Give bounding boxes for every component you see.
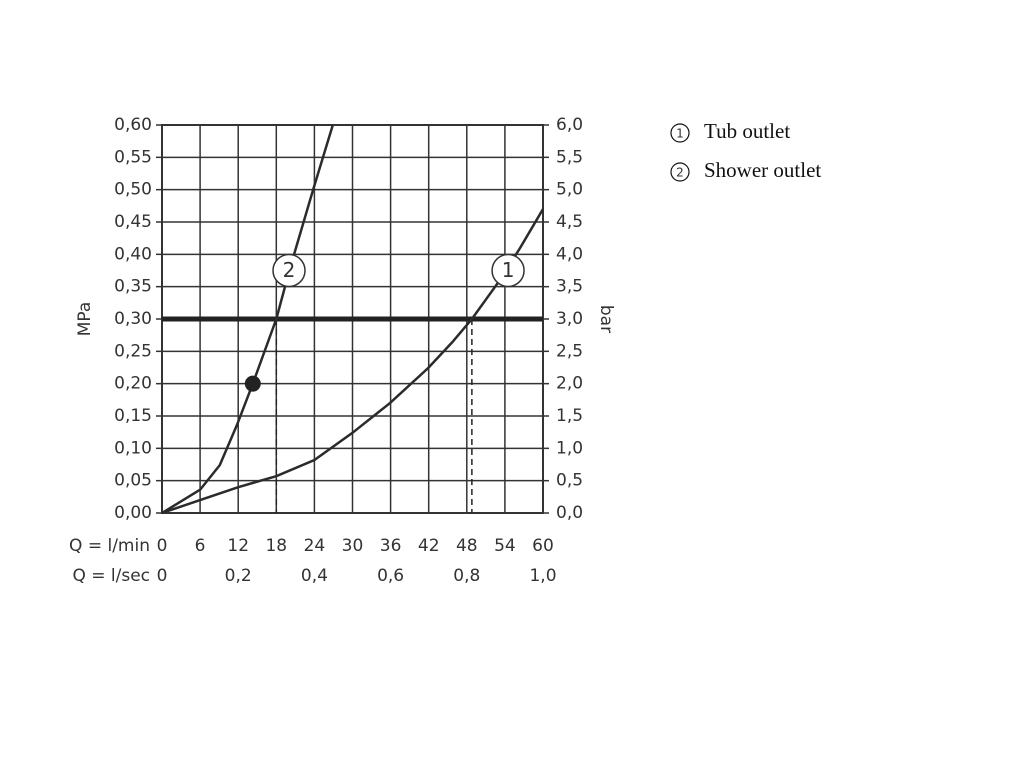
x-tick-label: 54 — [494, 536, 516, 556]
legend-marker — [670, 162, 690, 182]
x2-tick-label: 0 — [157, 566, 168, 586]
x2-axis-label: Q = l/sec — [72, 566, 150, 586]
x-axis-label: Q = l/min — [69, 536, 150, 556]
x2-tick-label: 0,8 — [453, 566, 480, 586]
y-tick-label: 0,55 — [114, 147, 152, 167]
legend-marker — [670, 123, 690, 143]
x-tick-label: 30 — [342, 536, 364, 556]
y2-tick-label: 6,0 — [556, 115, 583, 135]
y2-tick-label: 1,0 — [556, 438, 583, 458]
x-tick-label: 36 — [380, 536, 402, 556]
y2-tick-label: 5,0 — [556, 180, 583, 200]
operating-point — [244, 375, 261, 392]
y2-tick-label: 0,5 — [556, 471, 583, 491]
y2-tick-label: 3,5 — [556, 277, 583, 297]
x-tick-label: 18 — [265, 536, 287, 556]
x-tick-label: 60 — [532, 536, 554, 556]
y2-axis-label: bar — [596, 305, 616, 333]
curve-label: 1 — [502, 258, 515, 282]
y-tick-label: 0,05 — [114, 471, 152, 491]
x-tick-label: 6 — [195, 536, 206, 556]
curve-label: 2 — [283, 258, 296, 282]
y2-tick-label: 4,5 — [556, 212, 583, 232]
x-tick-label: 48 — [456, 536, 478, 556]
y-tick-label: 0,35 — [114, 277, 152, 297]
y-tick-label: 0,10 — [114, 438, 152, 458]
legend-label: Tub outlet — [704, 119, 790, 143]
y-axis-label: MPa — [75, 302, 95, 337]
curve-label-circle — [491, 253, 525, 288]
legend-label: Shower outlet — [704, 158, 821, 182]
x2-tick-label: 0,6 — [377, 566, 404, 586]
y-tick-label: 0,15 — [114, 406, 152, 426]
y-tick-label: 0,45 — [114, 212, 152, 232]
x-tick-label: 24 — [304, 536, 326, 556]
y2-tick-label: 0,0 — [556, 503, 583, 523]
y2-tick-label: 3,0 — [556, 309, 583, 329]
x2-tick-label: 0,4 — [301, 566, 328, 586]
x-tick-label: 42 — [418, 536, 440, 556]
y-tick-label: 0,50 — [114, 180, 152, 200]
x2-tick-label: 0,2 — [225, 566, 252, 586]
y-tick-label: 0,40 — [114, 244, 152, 264]
y2-tick-label: 2,0 — [556, 374, 583, 394]
x-tick-label: 12 — [227, 536, 249, 556]
curve-label-circle — [272, 253, 306, 288]
y2-tick-label: 2,5 — [556, 341, 583, 361]
legend-marker-label: 1 — [676, 127, 684, 141]
x2-tick-label: 1,0 — [529, 566, 556, 586]
y2-tick-label: 5,5 — [556, 147, 583, 167]
y-tick-label: 0,60 — [114, 115, 152, 135]
y-tick-label: 0,25 — [114, 341, 152, 361]
y-tick-label: 0,00 — [114, 503, 152, 523]
y2-tick-label: 1,5 — [556, 406, 583, 426]
legend-marker-label: 2 — [676, 166, 684, 180]
y2-tick-label: 4,0 — [556, 244, 583, 264]
y-tick-label: 0,30 — [114, 309, 152, 329]
x-tick-label: 0 — [157, 536, 168, 556]
y-tick-label: 0,20 — [114, 374, 152, 394]
